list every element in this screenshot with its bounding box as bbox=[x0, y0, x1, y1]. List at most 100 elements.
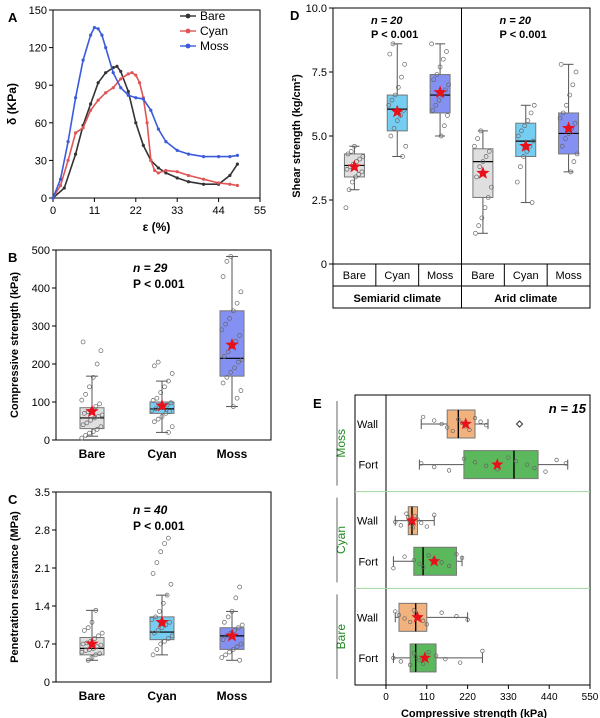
series-point bbox=[153, 168, 157, 173]
data-point bbox=[461, 456, 467, 461]
data-point bbox=[483, 423, 489, 428]
series-point bbox=[111, 71, 115, 75]
data-point bbox=[160, 600, 166, 606]
data-point bbox=[238, 289, 244, 295]
data-point bbox=[454, 552, 459, 557]
data-point bbox=[530, 138, 536, 144]
data-point bbox=[563, 136, 568, 141]
series-point bbox=[111, 86, 115, 90]
panel-label: E bbox=[313, 396, 322, 411]
series-point bbox=[149, 158, 153, 162]
plot-frame bbox=[55, 249, 272, 441]
series-point bbox=[100, 33, 104, 37]
data-point bbox=[155, 628, 161, 633]
series-point bbox=[164, 140, 168, 144]
x-tick-label: 110 bbox=[419, 692, 435, 703]
mean-star bbox=[433, 85, 447, 99]
y-tick-label: 30 bbox=[35, 155, 47, 167]
panel-a: 0 30 60 90 120 150 0 11 22 33 44 55 ε (%) δ (KPa) Bare… bbox=[5, 5, 266, 234]
data-point bbox=[219, 655, 225, 660]
data-point bbox=[489, 184, 494, 190]
series-point bbox=[58, 177, 63, 181]
series-point bbox=[186, 152, 191, 156]
data-point bbox=[429, 41, 434, 47]
data-point bbox=[238, 388, 244, 393]
data-point bbox=[568, 169, 574, 175]
data-point bbox=[528, 110, 534, 116]
panel-label: B bbox=[8, 250, 17, 265]
data-point bbox=[353, 174, 358, 180]
data-point bbox=[225, 614, 231, 620]
data-point bbox=[239, 357, 245, 362]
data-point bbox=[150, 571, 156, 576]
data-point bbox=[420, 414, 426, 420]
data-point bbox=[166, 636, 171, 641]
data-point bbox=[169, 633, 175, 639]
y-tick-label: 5.0 bbox=[312, 131, 327, 143]
data-point bbox=[570, 82, 576, 88]
data-point bbox=[352, 143, 357, 149]
data-point bbox=[98, 348, 104, 354]
data-point bbox=[386, 102, 392, 108]
data-point bbox=[398, 523, 403, 528]
data-point bbox=[224, 374, 230, 380]
series-point bbox=[104, 91, 108, 95]
series-point bbox=[175, 170, 179, 174]
y-axis-label: Compressive strength (kPa) bbox=[9, 272, 21, 418]
data-point bbox=[412, 513, 418, 519]
data-point bbox=[89, 655, 95, 660]
data-point bbox=[166, 378, 171, 384]
data-point bbox=[166, 430, 171, 435]
y-tick-label: 100 bbox=[32, 397, 50, 409]
panel-d: 0 2.5 5.0 7.5 10.0 Shear strength (kg/cm²) Bar… bbox=[291, 3, 591, 309]
data-point bbox=[220, 380, 226, 386]
y-tick-label: 2.8 bbox=[35, 525, 50, 537]
legend-label: Cyan bbox=[200, 24, 228, 38]
data-point bbox=[239, 622, 245, 628]
data-point bbox=[407, 662, 413, 668]
x-category-label: Cyan bbox=[384, 270, 410, 282]
data-point bbox=[478, 419, 483, 424]
data-point bbox=[438, 133, 444, 139]
data-point bbox=[89, 619, 95, 625]
row-label: Fort bbox=[358, 460, 378, 472]
series-point bbox=[137, 81, 142, 85]
data-point bbox=[417, 561, 422, 566]
annotation-n: n = 40 bbox=[133, 503, 168, 517]
data-point bbox=[356, 172, 362, 177]
panel-e: 0 110 220 330 440 550 Compressive strength (kP… bbox=[334, 394, 599, 718]
data-point bbox=[228, 370, 234, 375]
mean-star bbox=[418, 651, 432, 664]
mean-star bbox=[491, 458, 504, 470]
series-point bbox=[134, 96, 138, 100]
x-category-label: Cyan bbox=[147, 447, 176, 461]
y-tick-label: 1.4 bbox=[35, 601, 50, 613]
panel-b: 0 100 200 300 400 500 Compressive strength (kP… bbox=[9, 245, 272, 461]
data-point bbox=[432, 418, 437, 423]
data-point bbox=[439, 610, 444, 615]
data-point bbox=[96, 633, 101, 639]
group-label: Moss bbox=[334, 429, 348, 458]
mean-star bbox=[347, 159, 362, 173]
data-point bbox=[399, 74, 404, 80]
data-point bbox=[149, 408, 155, 413]
data-point bbox=[432, 512, 437, 517]
y-tick-label: 60 bbox=[35, 118, 47, 130]
data-point bbox=[162, 638, 167, 644]
series-point bbox=[134, 73, 138, 77]
series-point bbox=[73, 152, 78, 156]
data-point bbox=[97, 401, 103, 407]
x-tick-label: 11 bbox=[89, 205, 100, 217]
data-point bbox=[467, 427, 472, 432]
series-point bbox=[104, 71, 108, 75]
row-label: Wall bbox=[357, 419, 378, 431]
data-point bbox=[149, 617, 155, 622]
data-point bbox=[407, 619, 413, 625]
data-point bbox=[162, 384, 167, 390]
data-point bbox=[359, 169, 365, 175]
data-point bbox=[150, 398, 156, 403]
series-point bbox=[62, 186, 66, 190]
annotation-n: n = 20 bbox=[500, 15, 532, 27]
data-point bbox=[81, 411, 87, 416]
data-point bbox=[440, 56, 446, 62]
